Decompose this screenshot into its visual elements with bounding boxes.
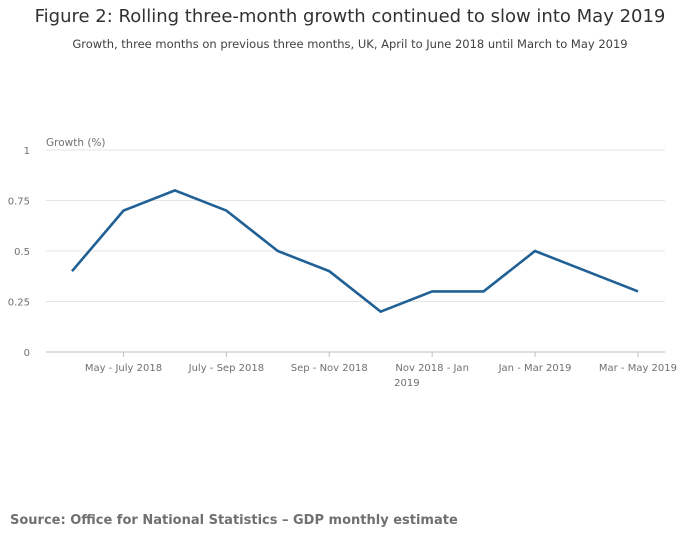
data-point[interactable] — [117, 205, 129, 217]
grid-lines — [46, 149, 665, 302]
data-point[interactable] — [375, 306, 387, 318]
y-tick-label: 0 — [24, 348, 30, 359]
data-point[interactable] — [529, 245, 541, 257]
data-point[interactable] — [323, 265, 335, 277]
y-axis-label: Growth (%) — [46, 137, 106, 149]
y-tick-label: 0.25 — [8, 298, 30, 309]
data-point[interactable] — [426, 285, 438, 297]
data-point[interactable] — [632, 285, 644, 297]
x-axis: May - July 2018 July - Sep 2018 Sep - Nov … — [46, 351, 677, 389]
series-line-growth — [71, 189, 639, 314]
y-tick-label: 1 — [24, 146, 30, 157]
x-tick-label: Jan - Mar 2019 — [498, 363, 572, 374]
data-point[interactable] — [169, 184, 181, 196]
chart-title: Figure 2: Rolling three-month growth con… — [34, 6, 666, 27]
data-point[interactable] — [220, 205, 232, 217]
x-tick-label: May - July 2018 — [85, 363, 162, 374]
data-point[interactable] — [478, 285, 490, 297]
series-layer — [66, 184, 644, 318]
x-tick-label: Sep - Nov 2018 — [291, 363, 368, 374]
chart-subtitle: Growth, three months on previous three m… — [72, 37, 628, 51]
x-tick-label: July - Sep 2018 — [188, 363, 264, 374]
data-point[interactable] — [272, 245, 284, 257]
source-note: Source: Office for National Statistics –… — [10, 513, 458, 528]
y-tick-label: 0.5 — [14, 247, 30, 258]
x-tick-label: Mar - May 2019 — [599, 363, 677, 374]
y-axis: 0 0.25 0.5 0.75 1 — [8, 146, 30, 359]
data-point[interactable] — [66, 265, 78, 277]
data-point[interactable] — [581, 265, 593, 277]
x-tick-label: Nov 2018 - Jan 2019 — [394, 363, 469, 389]
y-tick-label: 0.75 — [8, 197, 30, 208]
